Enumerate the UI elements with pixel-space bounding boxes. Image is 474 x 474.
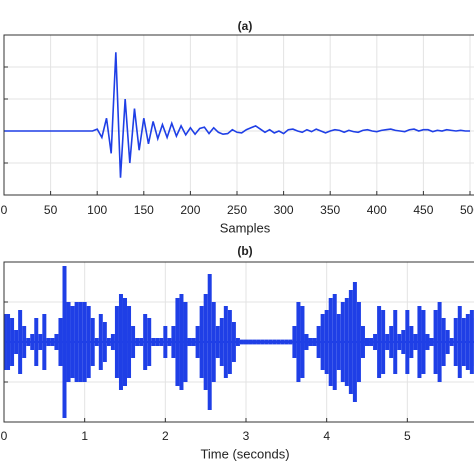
x-tick-label: 1 <box>81 429 88 443</box>
plot-area <box>4 52 470 178</box>
chart-title: (a) <box>238 19 253 33</box>
x-axis-label: Time (seconds) <box>200 446 289 461</box>
x-tick-label: 350 <box>320 203 340 217</box>
x-tick-label: 150 <box>134 203 154 217</box>
x-tick-label: 50 <box>44 203 58 217</box>
x-tick-label: 500 <box>460 203 474 217</box>
x-tick-label: 4 <box>323 429 330 443</box>
x-tick-label: 2 <box>162 429 169 443</box>
signal-line <box>4 52 470 178</box>
x-tick-label: 3 <box>243 429 250 443</box>
x-axis-label: Samples <box>220 220 271 235</box>
chart-title: (b) <box>237 244 252 258</box>
x-tick-label: 200 <box>180 203 200 217</box>
x-tick-label: 450 <box>413 203 433 217</box>
x-tick-label: 400 <box>367 203 387 217</box>
x-tick-label: 300 <box>274 203 294 217</box>
axes-frame <box>3 34 474 196</box>
x-tick-label: 0 <box>1 429 8 443</box>
x-tick-label: 5 <box>404 429 411 443</box>
axes-frame <box>3 261 474 423</box>
x-tick-label: 0 <box>1 203 8 217</box>
plot-area <box>4 266 474 418</box>
x-tick-label: 250 <box>227 203 247 217</box>
x-tick-label: 100 <box>87 203 107 217</box>
